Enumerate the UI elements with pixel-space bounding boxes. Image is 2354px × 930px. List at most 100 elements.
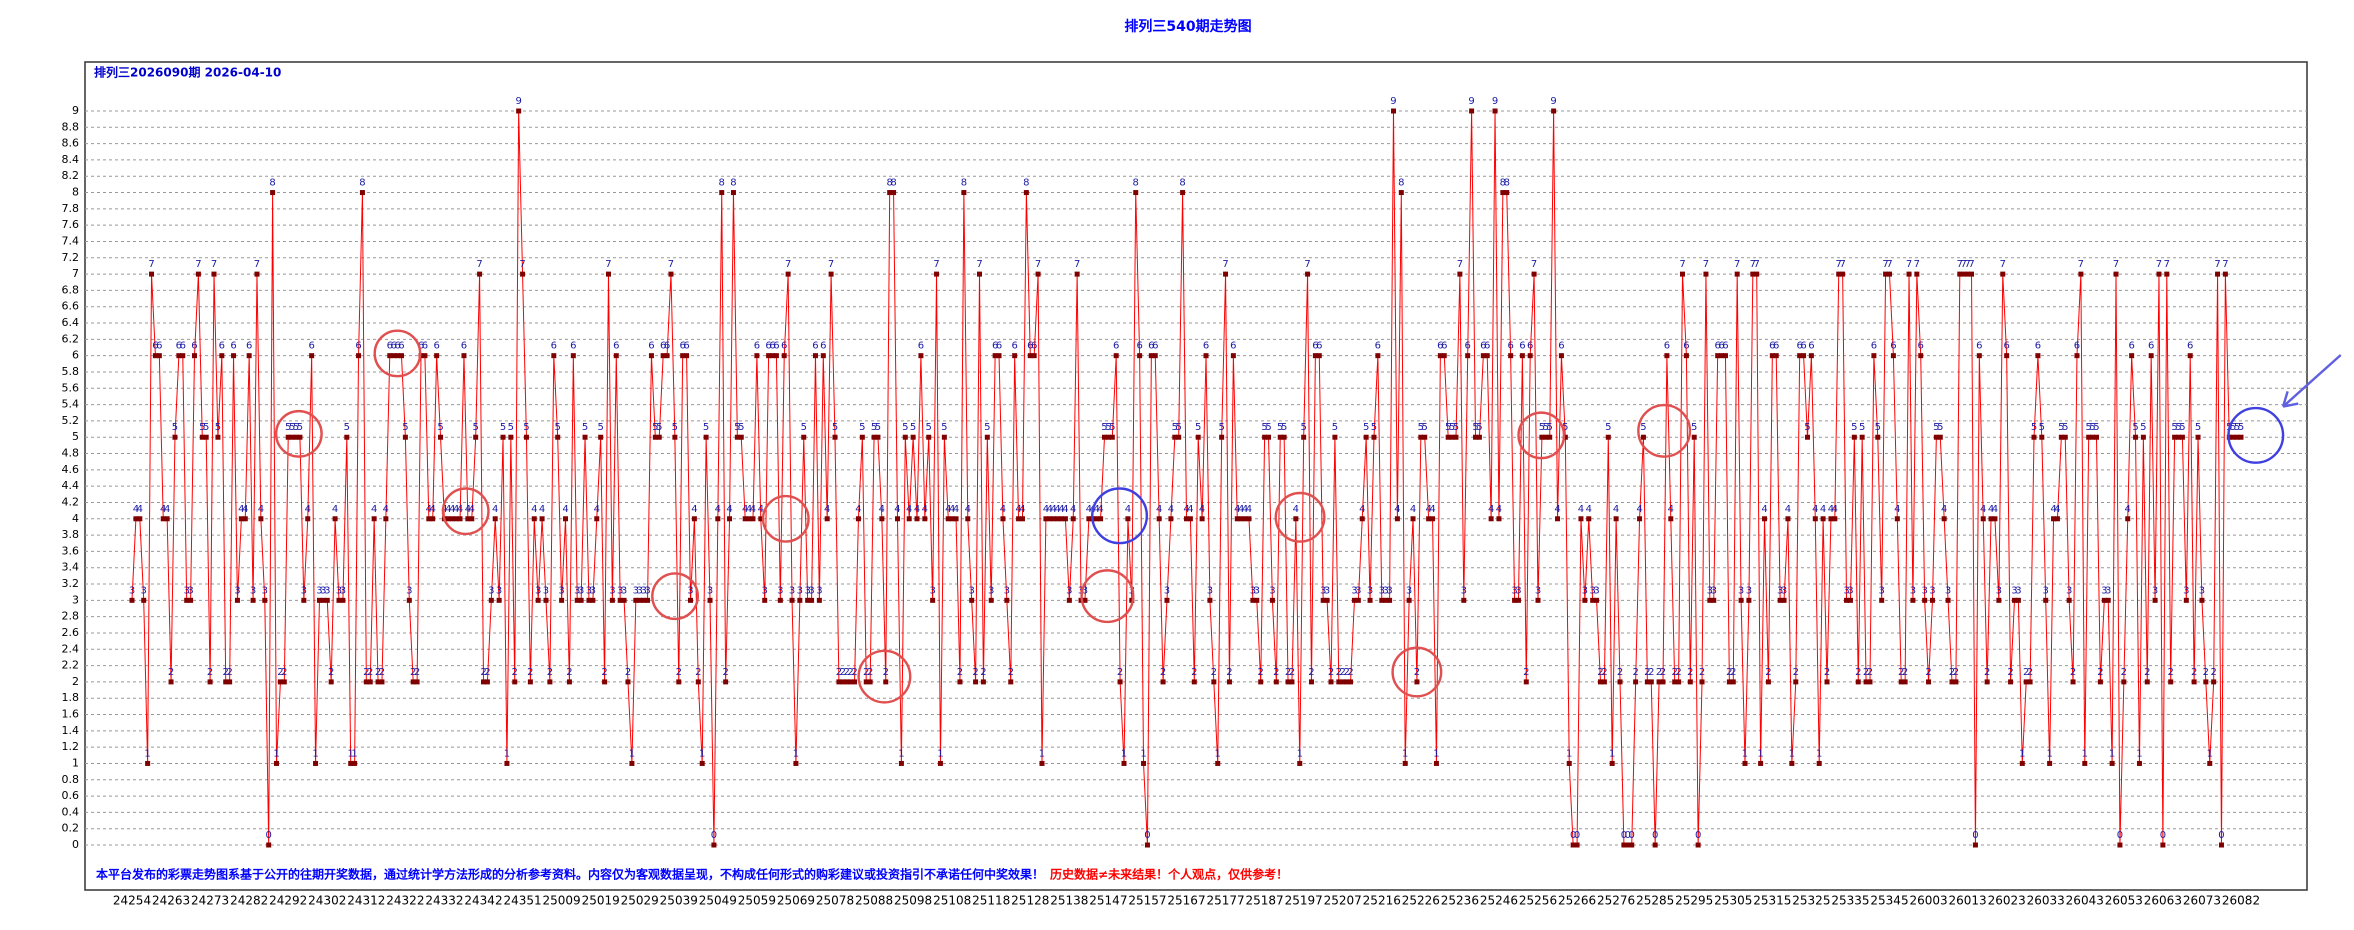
data-label: 2: [1273, 667, 1279, 678]
x-tick-label: 24254: [113, 894, 151, 908]
point-marker: [1551, 108, 1557, 114]
x-tick-label: 25187: [1246, 894, 1284, 908]
point-marker: [289, 434, 295, 440]
point-marker: [2058, 434, 2064, 440]
point-marker: [254, 271, 260, 277]
data-label: 2: [695, 667, 701, 678]
data-label: 3: [1269, 585, 1275, 596]
point-marker: [414, 679, 420, 685]
data-label: 4: [1668, 504, 1674, 515]
data-label: 4: [1578, 504, 1584, 515]
point-marker: [1293, 516, 1299, 522]
data-label: 5: [1363, 422, 1369, 433]
x-tick-label: 25157: [1128, 894, 1166, 908]
data-label: 3: [804, 585, 810, 596]
data-label: 3: [1254, 585, 1260, 596]
data-label: 2: [1672, 667, 1678, 678]
x-tick-label: 25236: [1441, 894, 1479, 908]
point-marker: [543, 597, 549, 603]
point-marker: [1715, 353, 1721, 359]
point-marker: [1055, 516, 1061, 522]
point-marker: [1988, 516, 1994, 522]
data-label: 2: [527, 667, 533, 678]
data-label: 7: [785, 259, 791, 270]
data-label: 3: [496, 585, 502, 596]
data-label: 6: [1152, 341, 1158, 352]
point-marker: [149, 271, 155, 277]
data-label: 4: [164, 504, 170, 515]
point-marker: [2218, 842, 2224, 848]
point-marker: [152, 353, 158, 359]
x-tick-label: 25108: [933, 894, 971, 908]
point-marker: [664, 353, 670, 359]
data-label: 3: [1535, 585, 1541, 596]
point-marker: [293, 434, 299, 440]
point-marker: [281, 679, 287, 685]
x-tick-label: 26082: [2222, 894, 2260, 908]
point-marker: [250, 597, 256, 603]
data-label: 1: [273, 748, 279, 759]
point-marker: [336, 597, 342, 603]
data-label: 4: [137, 504, 143, 515]
data-label: 3: [141, 585, 147, 596]
point-marker: [660, 353, 666, 359]
point-marker: [2078, 271, 2084, 277]
point-marker: [156, 353, 162, 359]
data-label: 9: [1492, 96, 1498, 107]
point-marker: [1426, 516, 1432, 522]
point-marker: [1141, 760, 1147, 766]
data-label: 4: [1015, 504, 1021, 515]
point-marker: [203, 434, 209, 440]
point-marker: [1441, 353, 1447, 359]
data-label: 5: [2230, 422, 2236, 433]
point-marker: [680, 353, 686, 359]
data-label: 3: [644, 585, 650, 596]
point-marker: [1203, 353, 1209, 359]
point-marker: [2086, 434, 2092, 440]
point-marker: [500, 434, 506, 440]
data-label: 4: [1812, 504, 1818, 515]
point-marker: [773, 353, 779, 359]
data-label: 8: [1398, 178, 1404, 189]
point-marker: [2070, 679, 2076, 685]
x-tick-label: 25246: [1480, 894, 1518, 908]
point-marker: [742, 516, 748, 522]
point-marker: [711, 842, 717, 848]
point-marker: [1996, 597, 2002, 603]
point-marker: [1012, 353, 1018, 359]
data-label: 3: [988, 585, 994, 596]
data-label: 5: [1281, 422, 1287, 433]
data-label: 3: [609, 585, 615, 596]
data-label: 3: [2183, 585, 2189, 596]
point-marker: [1637, 516, 1643, 522]
data-label: 3: [543, 585, 549, 596]
x-tick-label: 26053: [2105, 894, 2143, 908]
data-label: 2: [676, 667, 682, 678]
data-label: 0: [2218, 830, 2224, 841]
data-label: 5: [1418, 422, 1424, 433]
data-label: 6: [1722, 341, 1728, 352]
point-marker: [1937, 434, 1943, 440]
point-marker: [402, 434, 408, 440]
data-label: 2: [847, 667, 853, 678]
data-label: 5: [801, 422, 807, 433]
data-label: 4: [426, 504, 432, 515]
data-label: 3: [1207, 585, 1213, 596]
data-label: 6: [2148, 341, 2154, 352]
data-label: 3: [1707, 585, 1713, 596]
data-label: 4: [1199, 504, 1205, 515]
data-label: 6: [613, 341, 619, 352]
data-label: 1: [1757, 748, 1763, 759]
point-marker: [172, 434, 178, 440]
data-label: 2: [1414, 667, 1420, 678]
data-label: 2: [2023, 667, 2029, 678]
data-label: 4: [1820, 504, 1826, 515]
point-marker: [1922, 597, 1928, 603]
point-marker: [609, 597, 615, 603]
point-marker: [2191, 679, 2197, 685]
data-label: 3: [187, 585, 193, 596]
point-marker: [2230, 434, 2236, 440]
point-marker: [340, 597, 346, 603]
data-label: 6: [1203, 341, 1209, 352]
data-label: 5: [1562, 422, 1568, 433]
